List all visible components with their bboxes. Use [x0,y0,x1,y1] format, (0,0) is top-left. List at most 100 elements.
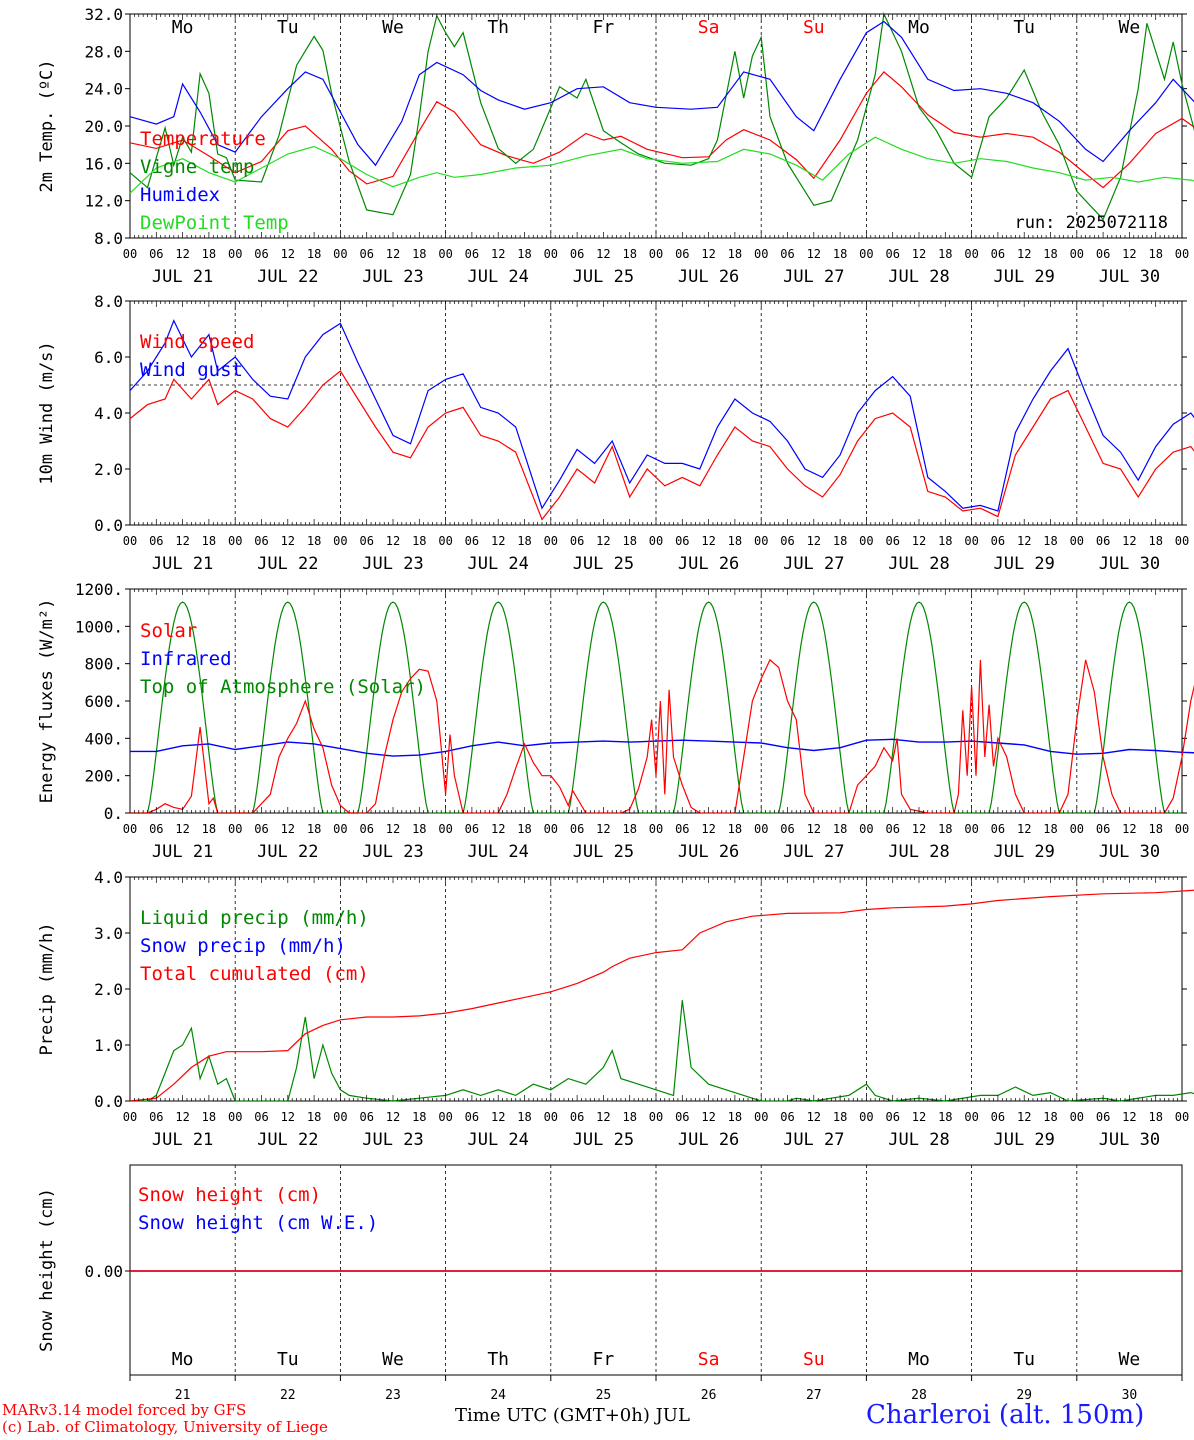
date-label: JUL 22 [257,1130,318,1150]
hour-tick-label: 00 [333,247,347,261]
hour-tick-label: 12 [807,534,821,548]
date-label: JUL 30 [1099,267,1160,287]
y-tick-label: 6.0 [94,348,123,367]
hour-tick-label: 18 [517,1110,531,1124]
hour-tick-label: 06 [570,1110,584,1124]
date-label: JUL 30 [1099,1130,1160,1150]
hour-tick-label: 12 [912,822,926,836]
panel-1: 8.0 12.0 16.0 20.0 24.0 28.0 32.0 2m Temp. (ºC)… [37,5,1194,287]
hour-tick-label: 12 [281,247,295,261]
legend-entry: Snow precip (mm/h) [140,935,346,957]
hour-tick-label: 06 [1096,534,1110,548]
hour-tick-label: 18 [202,534,216,548]
run-label: run: 2025072118 [1014,213,1168,233]
day-number: 23 [385,1388,401,1403]
hour-tick-label: 06 [780,1110,794,1124]
day-name: Sa [698,17,720,38]
panel-frame [129,300,1183,526]
hour-tick-label: 00 [333,534,347,548]
hour-tick-label: 12 [1122,534,1136,548]
hour-tick-label: 06 [675,822,689,836]
date-label: JUL 24 [467,267,528,287]
hour-tick-label: 06 [885,534,899,548]
hour-tick-label: 06 [254,534,268,548]
hour-tick-label: 06 [149,534,163,548]
y-axis-label: 10m Wind (m/s) [37,341,57,484]
hour-tick-label: 06 [675,247,689,261]
hour-tick-label: 00 [1175,1110,1189,1124]
series-line [129,370,1194,521]
hour-tick-label: 00 [1070,534,1084,548]
series-line [130,1000,1194,1102]
hour-tick-label: 12 [1017,534,1031,548]
hour-tick-label: 18 [202,1110,216,1124]
y-tick-label: 12.0 [84,192,123,211]
hour-tick-label: 06 [359,822,373,836]
hour-tick-label: 18 [307,534,321,548]
legend-entry: Temperature [140,128,266,150]
date-label: JUL 21 [152,842,213,862]
hour-tick-label: 06 [780,534,794,548]
hour-tick-label: 12 [912,534,926,548]
hour-tick-label: 06 [885,247,899,261]
hour-tick-label: 00 [123,822,137,836]
hour-tick-label: 06 [254,822,268,836]
day-number: 22 [280,1388,296,1403]
panel-3: 0. 200. 400. 600. 800. 1000. 1200. Energy fluxe… [37,580,1194,862]
y-tick-label: 3.0 [94,924,123,943]
hour-tick-label: 00 [438,822,452,836]
date-label: JUL 26 [678,267,739,287]
series-line [129,136,1194,194]
date-label: JUL 22 [257,842,318,862]
hour-tick-label: 06 [780,247,794,261]
y-tick-label: 4.0 [94,404,123,423]
legend-entry: Snow height (cm W.E.) [138,1212,378,1234]
hour-tick-label: 18 [728,534,742,548]
series-line [130,738,1194,757]
y-tick-label: 8.0 [94,229,123,248]
date-label: JUL 25 [573,554,634,574]
series-line [129,319,1194,512]
date-label: JUL 27 [783,267,844,287]
date-label: JUL 25 [573,267,634,287]
hour-tick-label: 18 [728,247,742,261]
panel-5: 0.00 Snow height (cm) Snow height (cm) Snow… [37,1164,1183,1403]
hour-tick-label: 12 [281,1110,295,1124]
hour-tick-label: 00 [754,247,768,261]
hour-tick-label: 00 [649,822,663,836]
hour-tick-label: 06 [991,247,1005,261]
hour-tick-label: 12 [701,534,715,548]
hour-tick-label: 12 [1122,1110,1136,1124]
hour-tick-label: 00 [333,1110,347,1124]
hour-tick-label: 18 [1043,1110,1057,1124]
y-tick-label: 200. [84,767,123,786]
hour-tick-label: 00 [754,1110,768,1124]
hour-tick-label: 18 [202,822,216,836]
hour-tick-label: 06 [465,247,479,261]
hour-tick-label: 18 [622,822,636,836]
hour-tick-label: 06 [991,822,1005,836]
hour-tick-label: 18 [622,534,636,548]
date-label: JUL 29 [993,1130,1054,1150]
hour-tick-label: 00 [544,534,558,548]
day-name: Th [487,1349,509,1370]
day-name: Su [803,17,825,38]
hour-tick-label: 18 [412,534,426,548]
hour-tick-label: 12 [1017,822,1031,836]
hour-tick-label: 00 [228,822,242,836]
hour-tick-label: 06 [359,534,373,548]
date-label: JUL 21 [152,267,213,287]
hour-tick-label: 18 [938,822,952,836]
day-name: Fr [593,17,615,38]
y-tick-label: 0.0 [94,516,123,535]
date-label: JUL 28 [888,1130,949,1150]
date-label: JUL 22 [257,267,318,287]
date-label: JUL 26 [678,842,739,862]
y-tick-label: 4.0 [94,868,123,887]
hour-tick-label: 00 [859,1110,873,1124]
day-number: 29 [1016,1388,1032,1403]
date-label: JUL 28 [888,267,949,287]
hour-tick-label: 00 [859,534,873,548]
legend-entry: Top of Atmosphere (Solar) [140,676,426,698]
legend-entry: Liquid precip (mm/h) [140,907,369,929]
